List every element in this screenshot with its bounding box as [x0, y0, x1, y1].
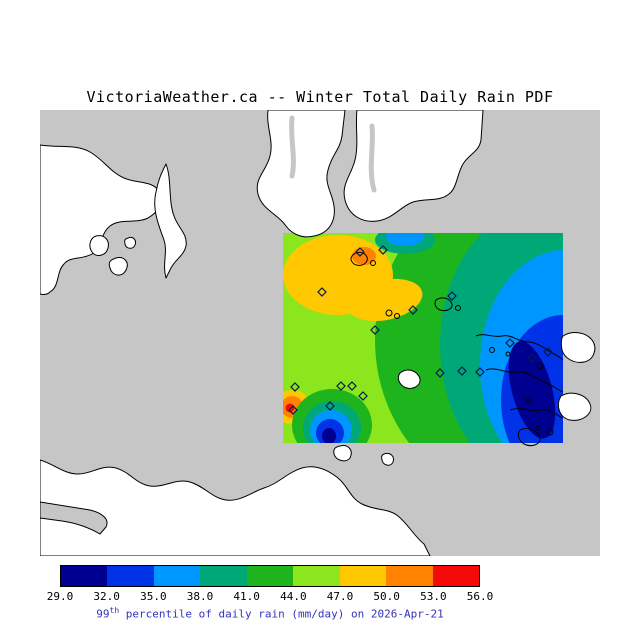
islet-outline: [455, 305, 461, 311]
inlet-bottom-channel: [40, 501, 108, 535]
island-left-2: [108, 257, 128, 276]
station-marker: [527, 353, 537, 363]
station-marker: [288, 405, 298, 415]
inlet-top-west: [289, 115, 296, 179]
land-left-narrow-peninsula: [154, 163, 187, 279]
contour-bottom-navy-core: [322, 428, 336, 443]
station-marker: [457, 366, 467, 376]
land-left-main: [40, 144, 163, 295]
colorbar-segment: [386, 566, 433, 586]
station-marker: [358, 391, 368, 401]
islet-outline: [536, 362, 544, 370]
colorbar-segment: [339, 566, 387, 586]
colorbar-segment: [107, 566, 154, 586]
rain-contour-overlay: [283, 233, 563, 443]
island-bottom-1: [333, 445, 352, 462]
island-outline-top: [350, 251, 368, 266]
island-outline-center: [434, 297, 453, 312]
caption-value: 99: [96, 607, 110, 621]
stations-layer: [288, 245, 553, 415]
colorbar: [60, 565, 480, 587]
colorbar-tick-label: 29.0: [46, 590, 74, 603]
lake-white-blob: [397, 369, 421, 389]
station-marker: [435, 368, 445, 378]
page-title: VictoriaWeather.ca -- Winter Total Daily…: [86, 88, 554, 106]
east-coast-squiggle-1: [475, 334, 564, 361]
station-marker: [475, 367, 485, 377]
colorbar-tick-label: 56.0: [466, 590, 494, 603]
land-top-east-lobe: [343, 110, 484, 222]
colorbar-tick-label: 44.0: [280, 590, 307, 603]
station-marker: [336, 381, 346, 391]
colorbar-segment: [61, 566, 108, 586]
contour-orange-spot-top: [352, 247, 376, 265]
islet-outline: [535, 425, 541, 431]
land-bottom-peninsula: [40, 459, 431, 556]
caption-text: percentile of daily rain (mm/day) on 202…: [119, 607, 444, 621]
coastline-outlines-over-overlay: [350, 251, 564, 447]
colorbar-segment: [246, 566, 294, 586]
colorbar-tick-label: 41.0: [233, 590, 260, 603]
island-left-1: [89, 235, 109, 256]
station-marker: [355, 247, 365, 257]
colorbar-segment: [200, 566, 247, 586]
east-coast-squiggle-3: [509, 408, 563, 419]
station-marker: [447, 291, 457, 301]
land-top-west-lobe: [256, 110, 346, 238]
land-right-2: [557, 392, 592, 421]
station-marker: [347, 381, 357, 391]
colorbar-tick-label: 53.0: [420, 590, 447, 603]
contour-red-core: [285, 403, 295, 413]
station-marker: [505, 338, 515, 348]
caption-ordinal: th: [109, 606, 120, 615]
land-right-1: [560, 332, 596, 363]
colorbar-caption: 99th percentile of daily rain (mm/day) o…: [60, 606, 480, 621]
station-marker: [325, 401, 335, 411]
islet-outline: [385, 309, 393, 317]
station-marker: [378, 245, 388, 255]
coastline-land: [40, 110, 596, 556]
islet-outline: [370, 260, 376, 266]
station-marker: [290, 382, 300, 392]
islet-outline: [394, 313, 400, 319]
islet-outline: [505, 351, 511, 357]
contour-yellow-patch-2: [347, 278, 423, 322]
colorbar-segment: [432, 566, 479, 586]
map-svg: [40, 110, 600, 556]
colorbar-ticks: 29.0 32.0 35.0 38.0 41.0 44.0 47.0 50.0 53.0 56.0: [47, 590, 494, 603]
colorbar-segment: [293, 566, 340, 586]
islet-outline: [525, 397, 531, 403]
colorbar-tick-label: 35.0: [140, 590, 167, 603]
colorbar-segment: [153, 566, 201, 586]
contour-top-blue-patch: [386, 233, 424, 246]
station-marker: [317, 287, 327, 297]
island-bottom-2: [381, 453, 394, 466]
station-marker: [408, 305, 418, 315]
inlet-top-east: [368, 123, 377, 193]
island-left-3: [124, 237, 136, 249]
colorbar-tick-label: 32.0: [93, 590, 120, 603]
station-marker: [370, 325, 380, 335]
colorbar-tick-label: 38.0: [186, 590, 214, 603]
east-island-outline: [517, 427, 541, 447]
islet-outline: [546, 428, 554, 436]
colorbar-tick-label: 50.0: [373, 590, 400, 603]
east-coast-squiggle-2: [485, 368, 564, 393]
station-marker: [543, 347, 553, 357]
map-area: [40, 110, 600, 556]
islet-outline: [489, 347, 495, 353]
colorbar-tick-label: 47.0: [326, 590, 354, 603]
contour-navy-pocket: [508, 341, 556, 439]
